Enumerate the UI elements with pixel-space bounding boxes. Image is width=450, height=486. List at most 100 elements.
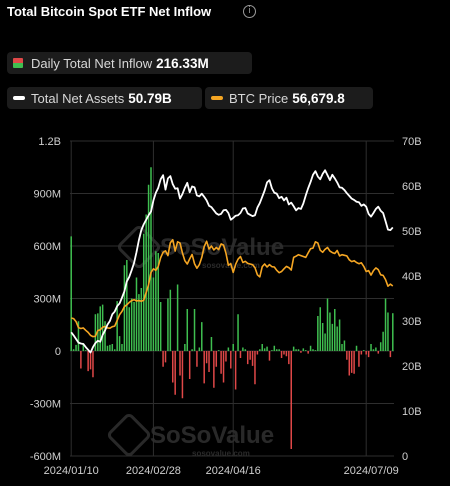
- inflow-bar: [167, 298, 169, 351]
- inflow-bar: [278, 349, 280, 351]
- inflow-bar: [159, 302, 162, 351]
- inflow-bar: [135, 277, 138, 351]
- inflow-bar: [360, 351, 363, 355]
- inflow-bar: [188, 351, 191, 379]
- inflow-bar: [242, 347, 244, 351]
- white-line-swatch-icon: [13, 96, 25, 100]
- inflow-bar: [266, 346, 268, 351]
- left-tick-label: 1.2B: [38, 136, 61, 148]
- left-tick-label: 300M: [33, 294, 61, 306]
- inflow-bar: [174, 351, 176, 395]
- inflow-bar: [302, 348, 305, 351]
- legend-btc-label: BTC Price: [229, 90, 289, 106]
- right-tick-label: 40B: [402, 271, 422, 283]
- inflow-bar: [309, 345, 312, 351]
- inflow-bar: [121, 344, 123, 351]
- left-tick-label: -600M: [30, 451, 61, 463]
- inflow-bar: [312, 349, 314, 351]
- x-tick-label: 2024/07/09: [344, 465, 399, 477]
- series-lines: [70, 169, 394, 354]
- x-axis: 2024/01/10 2024/02/28 2024/04/16 2024/07/09: [44, 465, 399, 477]
- inflow-bar: [365, 351, 367, 355]
- left-axis: 1.2B 900M 600M 300M 0 -300M -600M: [30, 136, 61, 463]
- orange-line-swatch-icon: [211, 96, 223, 100]
- inflow-bar: [225, 351, 227, 362]
- inflow-bar: [346, 351, 348, 360]
- btc-price-line: [71, 238, 394, 338]
- inflow-bar: [203, 351, 205, 384]
- legend-daily-inflow[interactable]: Daily Total Net Inflow 216.33M: [7, 52, 252, 74]
- inflow-bar: [186, 309, 189, 351]
- inflow-bar: [259, 349, 261, 351]
- daily-inflow-bars: [70, 167, 394, 449]
- bar-swatch-icon: [13, 58, 23, 68]
- left-tick-label: -300M: [30, 399, 61, 411]
- inflow-bar: [343, 340, 346, 351]
- inflow-bar: [75, 344, 77, 351]
- info-icon[interactable]: i: [243, 5, 256, 18]
- inflow-bar: [118, 336, 121, 351]
- watermark-text: SoSoValue: [150, 422, 274, 449]
- inflow-bar: [334, 309, 336, 351]
- watermark-subtext: sosovalue.com: [192, 449, 250, 458]
- inflow-bar: [201, 322, 203, 351]
- inflow-bar: [157, 253, 160, 351]
- inflow-bar: [387, 312, 389, 351]
- inflow-bar: [128, 307, 130, 351]
- right-tick-label: 60B: [402, 181, 422, 193]
- inflow-bar: [341, 344, 343, 351]
- chart-title: Total Bitcoin Spot ETF Net Inflow: [7, 4, 212, 19]
- inflow-bar: [130, 298, 133, 351]
- inflow-bar: [230, 351, 232, 369]
- inflow-bar: [314, 350, 317, 351]
- inflow-bar: [353, 351, 355, 374]
- inflow-bar: [232, 344, 234, 351]
- legend-daily-label: Daily Total Net Inflow: [31, 55, 153, 71]
- inflow-bar: [208, 351, 210, 372]
- inflow-bar: [142, 233, 145, 351]
- right-tick-label: 0: [402, 451, 408, 463]
- inflow-bar: [138, 294, 140, 351]
- inflow-bar: [184, 344, 186, 351]
- inflow-bar: [104, 321, 106, 351]
- inflow-bar: [145, 214, 147, 351]
- legend-btc-price[interactable]: BTC Price 56,679.8: [205, 87, 373, 109]
- right-tick-label: 10B: [402, 406, 422, 418]
- inflow-bar: [319, 307, 322, 351]
- inflow-bar: [254, 351, 256, 385]
- inflow-bar: [329, 312, 331, 351]
- inflow-bar: [164, 351, 167, 363]
- inflow-bar: [370, 344, 372, 351]
- inflow-bar: [205, 351, 208, 364]
- inflow-bar: [295, 349, 297, 351]
- inflow-bar: [155, 251, 157, 351]
- inflow-bar: [331, 323, 334, 351]
- x-tick-label: 2024/02/28: [126, 465, 181, 477]
- inflow-bar: [336, 326, 338, 351]
- inflow-bar: [261, 344, 263, 351]
- inflow-bar: [367, 351, 370, 358]
- inflow-bar: [379, 342, 382, 351]
- inflow-bar: [288, 351, 290, 365]
- inflow-bar: [213, 351, 215, 388]
- sosovalue-logo-icon: [117, 225, 161, 269]
- legend-total-net-assets[interactable]: Total Net Assets 50.79B: [7, 87, 202, 109]
- inflow-bar: [89, 351, 92, 370]
- left-tick-label: 900M: [33, 189, 61, 201]
- inflow-bar: [109, 344, 111, 351]
- inflow-bar: [300, 351, 302, 353]
- inflow-bar: [215, 351, 218, 367]
- inflow-bar: [176, 284, 179, 351]
- inflow-bar: [210, 337, 213, 351]
- inflow-bar: [244, 349, 247, 351]
- inflow-bar: [389, 351, 392, 358]
- inflow-bar: [377, 351, 380, 354]
- inflow-bar: [372, 349, 375, 351]
- inflow-bar: [382, 331, 384, 351]
- inflow-bar: [87, 351, 89, 372]
- inflow-bar: [246, 351, 249, 365]
- watermark-text: SoSoValue: [160, 234, 284, 261]
- inflow-bar: [150, 167, 152, 351]
- inflow-bar: [324, 333, 326, 351]
